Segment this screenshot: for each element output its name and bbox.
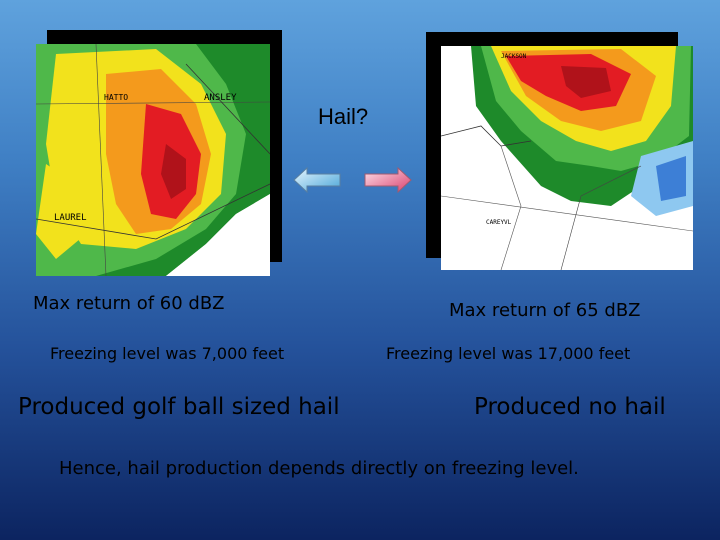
map-label-ansley: ANSLEY <box>204 93 237 103</box>
right-arrow-icon <box>364 167 412 193</box>
map-label-hatto: HATTO <box>104 93 128 102</box>
left-arrow-icon <box>293 167 341 193</box>
conclusion-text: Hence, hail production depends directly … <box>59 458 579 479</box>
left-radar-image: ANSLEY LAUREL HATTO <box>36 44 270 276</box>
map-label-jackson: JACKSON <box>501 53 527 60</box>
left-radar-frame: ANSLEY LAUREL HATTO <box>36 30 282 276</box>
left-result: Produced golf ball sized hail <box>18 394 340 420</box>
map-label-laurel: LAUREL <box>54 213 87 223</box>
left-max-return: Max return of 60 dBZ <box>33 293 225 314</box>
left-freezing-level: Freezing level was 7,000 feet <box>50 344 285 363</box>
map-label-careyvl: CAREYVL <box>486 219 512 226</box>
right-max-return: Max return of 65 dBZ <box>449 300 641 321</box>
right-radar-frame: JACKSON CAREYVL <box>426 32 693 270</box>
right-result: Produced no hail <box>474 394 666 420</box>
slide-title: Hail? <box>318 104 369 129</box>
right-radar-image: JACKSON CAREYVL <box>441 46 693 270</box>
right-freezing-level: Freezing level was 17,000 feet <box>386 344 631 363</box>
